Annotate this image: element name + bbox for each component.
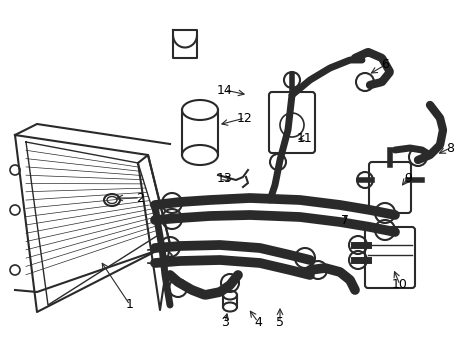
Text: 10: 10 [392,278,408,292]
Text: 7: 7 [341,214,349,227]
Text: 8: 8 [446,142,454,155]
Text: 5: 5 [276,316,284,329]
Text: 2: 2 [136,191,144,205]
Text: 3: 3 [221,316,229,329]
Text: 1: 1 [126,299,134,311]
Text: 12: 12 [237,111,253,125]
Text: 9: 9 [404,172,412,184]
Text: 14: 14 [217,84,233,96]
Text: 13: 13 [217,172,233,184]
Text: 4: 4 [254,316,262,329]
Text: 6: 6 [381,58,389,71]
Text: 11: 11 [297,132,313,144]
